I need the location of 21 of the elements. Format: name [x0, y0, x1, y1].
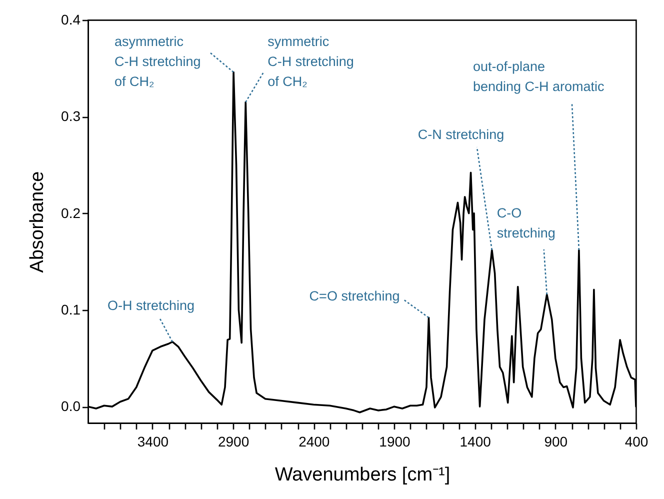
y-axis-title: Absorbance: [27, 171, 48, 273]
x-tick-label: 1400: [460, 434, 492, 450]
x-tick-label: 1900: [379, 434, 411, 450]
y-tick-label: 0.4: [61, 12, 81, 28]
annotation: C-O stretching: [496, 205, 556, 240]
x-axis-title: Wavenumbers [cm⁻¹]: [274, 464, 450, 486]
annotation: C=O stretching: [309, 288, 400, 304]
y-tick-label: 0.0: [61, 398, 81, 414]
x-tick-label: 900: [544, 434, 568, 450]
annotation: out-of-plane bending C-H aromatic: [472, 59, 604, 94]
x-tick-label: 3400: [137, 434, 169, 450]
annotation: asymmetric C-H stretching of CH₂: [114, 34, 201, 90]
y-tick-label: 0.1: [61, 301, 81, 318]
x-tick-label: 2900: [218, 434, 250, 450]
annotation: symmetric C-H stretching of CH₂: [268, 34, 354, 90]
y-tick-label: 0.2: [61, 204, 81, 221]
y-tick-label: 0.3: [61, 108, 81, 124]
annotation: O-H stretching: [107, 298, 194, 313]
x-tick-label: 2400: [298, 434, 330, 450]
annotation: C-N stretching: [418, 127, 504, 142]
x-tick-label: 400: [624, 434, 648, 450]
